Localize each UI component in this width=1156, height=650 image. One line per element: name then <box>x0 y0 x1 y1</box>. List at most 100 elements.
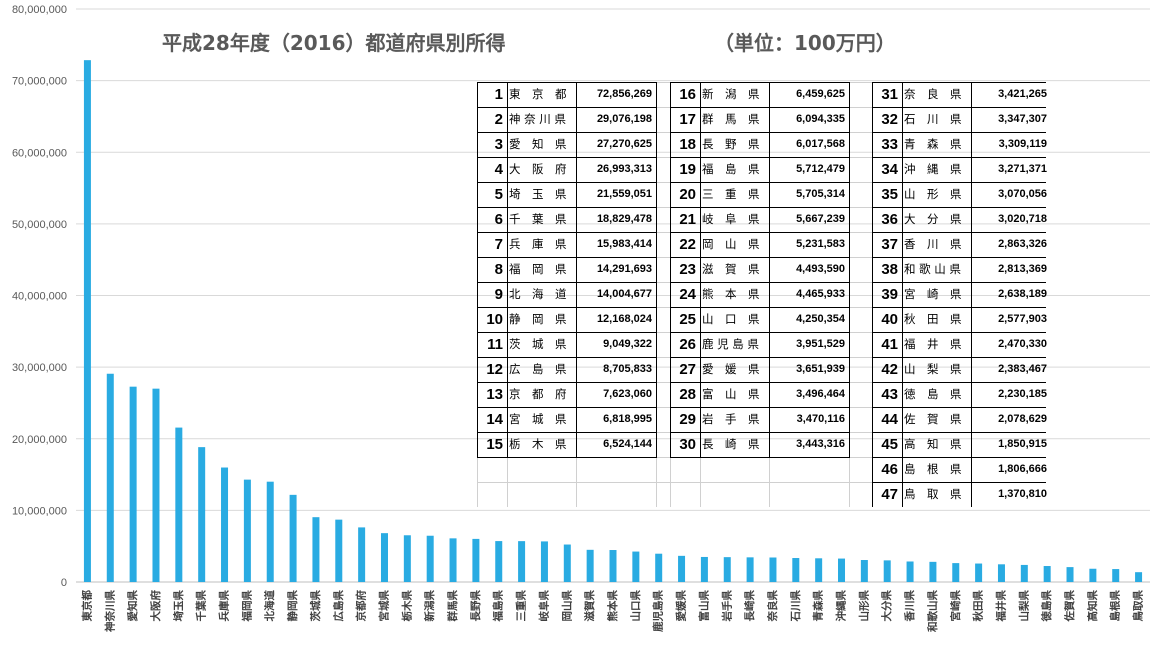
table-value: 2,863,326 <box>998 238 1047 250</box>
chart-unit-label: （単位：100万円） <box>714 31 896 55</box>
table-rank: 3 <box>494 136 503 153</box>
table-rank: 28 <box>679 386 696 403</box>
table-rank: 14 <box>486 411 503 428</box>
bar <box>769 557 777 582</box>
table-value: 5,231,583 <box>796 238 845 250</box>
table-value: 2,470,330 <box>998 338 1047 350</box>
table-prefecture: 宮 城 県 <box>509 412 567 426</box>
bar <box>289 494 297 582</box>
table-rank: 36 <box>881 211 898 228</box>
table-prefecture: 愛 知 県 <box>509 137 567 151</box>
table-grid <box>477 82 1046 507</box>
bar <box>952 563 960 582</box>
table-rank: 1 <box>494 86 503 103</box>
table-prefecture: 千 葉 県 <box>509 212 567 226</box>
table-value: 3,496,464 <box>796 388 845 400</box>
x-tick-label: 福井県 <box>994 590 1007 623</box>
table-rank: 16 <box>679 86 696 103</box>
table-rank: 43 <box>881 386 898 403</box>
table-value: 5,667,239 <box>796 213 845 225</box>
table-value: 4,465,933 <box>796 288 845 300</box>
table-prefecture: 大 分 県 <box>904 212 962 226</box>
bar <box>449 538 457 582</box>
bar <box>906 561 914 582</box>
table-prefecture: 神 奈 川 県 <box>509 112 566 126</box>
table-value: 8,705,833 <box>603 363 652 375</box>
table-prefecture: 熊 本 県 <box>702 287 760 301</box>
table-prefecture: 山 形 県 <box>904 187 962 201</box>
table-rank: 4 <box>494 161 503 178</box>
x-tick-label: 鹿児島県 <box>652 590 665 632</box>
x-tick-label: 秋田県 <box>972 590 985 622</box>
bar <box>700 556 708 582</box>
y-tick-label: 10,000,000 <box>12 505 67 517</box>
table-prefecture: 栃 木 県 <box>509 437 567 451</box>
table-prefecture: 鹿 児 島 県 <box>702 337 759 351</box>
table-rank: 17 <box>679 111 696 128</box>
x-tick-label: 福岡県 <box>240 590 253 623</box>
table-rank: 40 <box>881 311 898 328</box>
bar <box>655 553 663 582</box>
table-rank: 8 <box>494 261 503 278</box>
table-value: 1,370,810 <box>998 488 1047 500</box>
x-tick-label: 兵庫県 <box>218 590 231 622</box>
x-tick-label: 群馬県 <box>446 590 459 622</box>
bar <box>312 517 320 582</box>
table-rank: 2 <box>494 111 503 128</box>
table-value: 27,270,625 <box>596 138 652 150</box>
bar <box>129 386 137 582</box>
table-rank: 7 <box>494 236 503 253</box>
x-tick-label: 徳島県 <box>1040 590 1053 623</box>
table-prefecture: 山 梨 県 <box>904 362 962 376</box>
x-tick-label: 京都府 <box>355 590 368 622</box>
table-prefecture: 奈 良 県 <box>904 87 962 101</box>
table-prefecture: 岩 手 県 <box>702 412 760 426</box>
x-tick-label: 静岡県 <box>286 590 299 622</box>
x-tick-label: 富山県 <box>697 590 710 622</box>
bar <box>198 447 206 582</box>
table-prefecture: 東 京 都 <box>509 87 567 101</box>
table-rank: 6 <box>494 211 503 228</box>
bar <box>518 541 526 582</box>
bar <box>586 549 594 582</box>
bar <box>1135 572 1143 582</box>
bar-series <box>83 60 1143 582</box>
y-tick-label: 50,000,000 <box>12 219 67 231</box>
table-value: 6,524,144 <box>603 438 652 450</box>
table-value: 3,020,718 <box>998 213 1047 225</box>
table-rank: 9 <box>494 286 503 303</box>
table-value: 4,250,354 <box>796 313 845 325</box>
x-tick-label: 愛媛県 <box>675 590 688 622</box>
table-rank: 47 <box>881 486 898 503</box>
table-rank: 32 <box>881 111 898 128</box>
table-prefecture: 富 山 県 <box>702 387 760 401</box>
table-prefecture: 静 岡 県 <box>509 312 567 326</box>
table-rank: 30 <box>679 436 696 453</box>
bar <box>997 564 1005 582</box>
table-rank: 26 <box>679 336 696 353</box>
bar <box>358 527 366 582</box>
table-value: 3,421,265 <box>998 88 1047 100</box>
table-rank: 13 <box>486 386 503 403</box>
bar <box>678 555 686 582</box>
table-value: 12,168,024 <box>596 313 652 325</box>
bar <box>723 557 731 582</box>
chart-title: 平成28年度（2016）都道府県別所得 <box>162 31 506 55</box>
bar <box>335 519 343 582</box>
bar <box>1089 568 1097 582</box>
table-prefecture: 徳 島 県 <box>904 387 962 401</box>
table-prefecture: 和 歌 山 県 <box>904 262 961 276</box>
table-rank: 22 <box>679 236 696 253</box>
x-tick-label: 山口県 <box>629 590 642 622</box>
x-tick-label: 和歌山県 <box>926 590 939 633</box>
table-rank: 46 <box>881 461 898 478</box>
table-value: 1,850,915 <box>998 438 1047 450</box>
table-value: 3,470,116 <box>796 413 845 425</box>
bar <box>929 561 937 582</box>
table-prefecture: 高 知 県 <box>904 437 962 451</box>
table-value: 2,078,629 <box>998 413 1047 425</box>
table-value: 18,829,478 <box>596 213 652 225</box>
bar <box>746 557 754 582</box>
y-axis: 0 10,000,000 20,000,000 30,000,000 40,000,00… <box>12 4 67 589</box>
bar <box>152 388 160 582</box>
